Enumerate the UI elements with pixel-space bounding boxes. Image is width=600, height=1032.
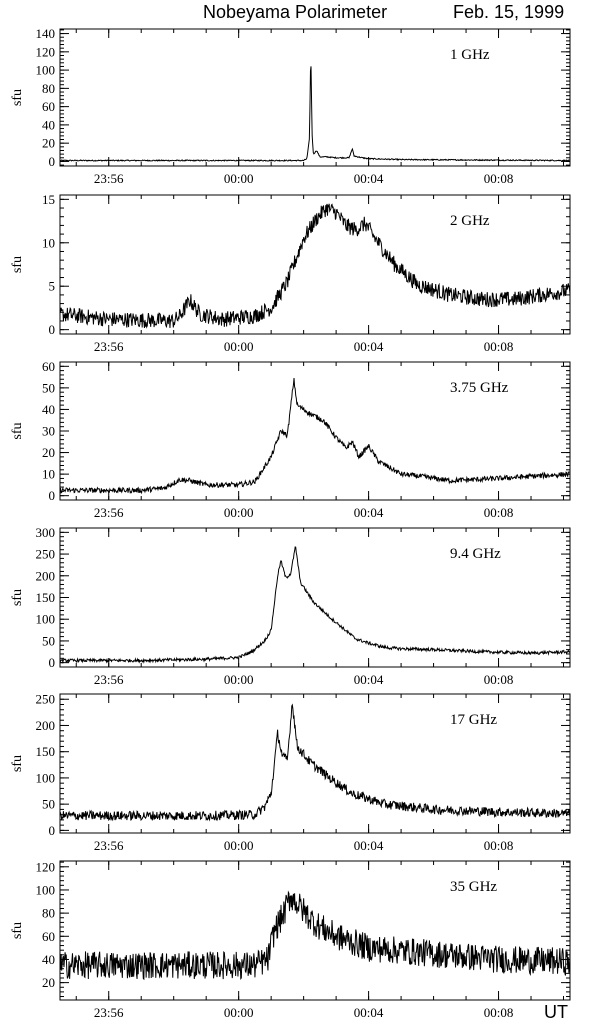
y-tick-label: 200 xyxy=(36,718,56,733)
y-axis-label: sfu xyxy=(10,422,25,439)
x-tick-label: 00:00 xyxy=(224,1005,254,1020)
y-tick-label: 250 xyxy=(36,547,56,562)
y-tick-label: 20 xyxy=(42,445,55,460)
y-tick-label: 0 xyxy=(49,488,56,503)
flux-trace xyxy=(59,546,571,664)
y-tick-label: 40 xyxy=(42,117,55,132)
x-tick-label: 00:08 xyxy=(484,171,514,186)
y-tick-label: 0 xyxy=(49,823,56,838)
chart-panel: 0 10 20 30 40 50 60 23:56 00:00 00:04 00:08 sfu 3.75… xyxy=(10,359,571,520)
date-label: Feb. 15, 1999 xyxy=(453,2,565,22)
frequency-label: 3.75 GHz xyxy=(450,380,509,396)
x-tick-label: 00:08 xyxy=(484,505,514,520)
flux-trace xyxy=(59,66,571,162)
y-axis-label: sfu xyxy=(10,589,25,606)
x-tick-label: 00:00 xyxy=(224,171,254,186)
chart-panel: 0 50 100 150 200 250 300 23:56 00:00 00:04 00:08 sf… xyxy=(10,525,571,687)
y-tick-label: 200 xyxy=(36,568,56,583)
page-title: Nobeyama Polarimeter xyxy=(203,2,388,22)
plot-frame xyxy=(59,28,571,167)
x-tick-label: 00:08 xyxy=(484,838,514,853)
y-tick-label: 50 xyxy=(42,797,55,812)
x-tick-label: 23:56 xyxy=(94,171,124,186)
flux-trace xyxy=(59,703,571,822)
y-tick-label: 30 xyxy=(42,424,55,439)
x-tick-label: 00:08 xyxy=(484,672,514,687)
plot-frame xyxy=(59,693,571,834)
y-tick-label: 0 xyxy=(49,322,56,337)
x-tick-label: 00:00 xyxy=(224,838,254,853)
chart-panel: 0 50 100 150 200 250 23:56 00:00 00:04 00:08 sfu 17… xyxy=(10,692,571,853)
y-tick-label: 60 xyxy=(42,359,55,374)
chart-panel: 20 40 60 80 100 120 23:56 00:00 00:04 00:08 sfu 35 … xyxy=(10,859,571,1020)
y-tick-label: 140 xyxy=(36,26,56,41)
x-tick-label: 00:04 xyxy=(354,171,384,186)
y-tick-label: 20 xyxy=(42,136,55,151)
frequency-label: 1 GHz xyxy=(450,47,490,63)
y-tick-label: 80 xyxy=(42,81,55,96)
y-axis-label: sfu xyxy=(10,89,25,106)
x-tick-label: 00:04 xyxy=(354,1005,384,1020)
y-tick-label: 60 xyxy=(42,929,55,944)
x-tick-label: 00:00 xyxy=(224,672,254,687)
y-tick-label: 100 xyxy=(36,770,56,785)
y-tick-label: 100 xyxy=(36,882,56,897)
y-tick-label: 50 xyxy=(42,633,55,648)
y-tick-label: 120 xyxy=(36,44,56,59)
y-tick-label: 40 xyxy=(42,402,55,417)
y-tick-label: 120 xyxy=(36,859,56,874)
x-tick-label: 23:56 xyxy=(94,339,124,354)
chart-panel: 0 5 10 15 23:56 00:00 00:04 00:08 sfu 2 GHz xyxy=(10,192,571,354)
x-tick-label: 00:00 xyxy=(224,505,254,520)
x-tick-label: 00:04 xyxy=(354,838,384,853)
chart-panel: 0 20 40 60 80 100 120 140 23:56 00:00 00:04 00:08 sf… xyxy=(10,26,571,186)
flux-trace xyxy=(59,890,571,981)
plot-frame xyxy=(59,194,571,335)
flux-trace xyxy=(59,377,571,495)
x-tick-label: 23:56 xyxy=(94,1005,124,1020)
y-axis-label: sfu xyxy=(10,922,25,939)
y-axis-label: sfu xyxy=(10,755,25,772)
plot-frame xyxy=(59,860,571,1001)
y-tick-label: 60 xyxy=(42,99,55,114)
y-tick-label: 10 xyxy=(42,467,55,482)
y-tick-label: 80 xyxy=(42,906,55,921)
x-tick-label: 23:56 xyxy=(94,838,124,853)
y-axis-label: sfu xyxy=(10,256,25,273)
y-tick-label: 20 xyxy=(42,975,55,990)
y-tick-label: 0 xyxy=(49,655,56,670)
x-tick-label: 00:00 xyxy=(224,339,254,354)
y-tick-label: 150 xyxy=(36,590,56,605)
x-tick-label: 00:04 xyxy=(354,339,384,354)
y-tick-label: 15 xyxy=(42,192,55,207)
y-tick-label: 0 xyxy=(49,154,56,169)
x-tick-label: 00:04 xyxy=(354,505,384,520)
x-tick-label: 23:56 xyxy=(94,672,124,687)
x-tick-label: 00:08 xyxy=(484,1005,514,1020)
y-tick-label: 10 xyxy=(42,235,55,250)
y-tick-label: 5 xyxy=(49,279,56,294)
x-axis-unit-label: UT xyxy=(544,1002,568,1022)
frequency-label: 9.4 GHz xyxy=(450,546,501,562)
frequency-label: 2 GHz xyxy=(450,213,490,229)
x-tick-label: 23:56 xyxy=(94,505,124,520)
frequency-label: 17 GHz xyxy=(450,712,497,728)
y-tick-label: 100 xyxy=(36,612,56,627)
frequency-label: 35 GHz xyxy=(450,879,497,895)
y-tick-label: 300 xyxy=(36,525,56,540)
y-tick-label: 50 xyxy=(42,380,55,395)
y-tick-label: 100 xyxy=(36,63,56,78)
y-tick-label: 150 xyxy=(36,744,56,759)
y-tick-label: 40 xyxy=(42,952,55,967)
x-tick-label: 00:04 xyxy=(354,672,384,687)
y-tick-label: 250 xyxy=(36,692,56,707)
x-tick-label: 00:08 xyxy=(484,339,514,354)
flux-trace xyxy=(59,203,571,329)
